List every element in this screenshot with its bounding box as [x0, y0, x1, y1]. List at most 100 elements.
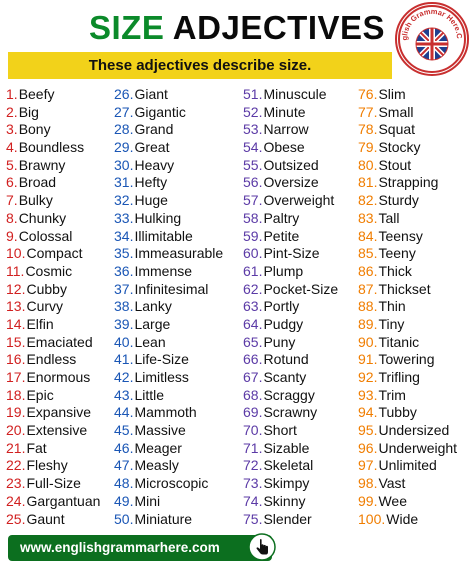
item-number: 39. [114, 315, 134, 332]
word-list-item: 51.Minuscule [243, 86, 338, 104]
word-list-item: 86.Thick [358, 263, 457, 281]
item-word: Minute [263, 103, 306, 120]
item-word: Tall [378, 209, 400, 226]
word-list-item: 22.Fleshy [6, 457, 100, 475]
item-word: Skimpy [263, 475, 310, 492]
word-list-item: 82.Sturdy [358, 192, 457, 210]
word-list-item: 97.Unlimited [358, 457, 457, 475]
item-number: 32. [114, 192, 134, 209]
item-number: 82. [358, 192, 378, 209]
item-word: Plump [263, 262, 304, 279]
item-word: Trifling [378, 369, 420, 385]
item-word: Trim [378, 386, 406, 403]
item-number: 81. [358, 174, 378, 191]
word-list-item: 12.Cubby [6, 281, 100, 299]
item-number: 51. [243, 86, 263, 102]
item-number: 96. [358, 439, 378, 456]
word-list-item: 91.Towering [358, 351, 457, 369]
item-number: 35. [114, 245, 134, 262]
word-list-item: 84.Teensy [358, 228, 457, 246]
item-word: Endless [26, 351, 77, 368]
item-word: Towering [378, 351, 435, 368]
word-list-item: 48.Microscopic [114, 475, 223, 493]
item-word: Slim [378, 86, 406, 102]
word-list-item: 5.Brawny [6, 157, 100, 175]
item-word: Expansive [26, 404, 92, 421]
item-word: Giant [134, 86, 168, 102]
item-number: 70. [243, 422, 263, 439]
word-list-item: 37.Infinitesimal [114, 281, 223, 299]
item-word: Compact [26, 245, 83, 262]
word-list-item: 33.Hulking [114, 210, 223, 228]
item-number: 94. [358, 404, 378, 421]
item-number: 80. [358, 156, 378, 173]
word-list-item: 41.Life-Size [114, 351, 223, 369]
item-word: Thick [378, 262, 412, 279]
word-list-item: 99.Wee [358, 493, 457, 511]
item-number: 68. [243, 386, 263, 403]
word-list-item: 40.Lean [114, 334, 223, 352]
item-number: 49. [114, 492, 134, 509]
item-number: 9. [6, 227, 18, 244]
item-word: Beefy [18, 86, 55, 102]
word-list-item: 43.Little [114, 387, 223, 405]
item-word: Little [134, 386, 165, 403]
item-word: Emaciated [26, 333, 93, 350]
word-list-item: 92.Trifling [358, 369, 457, 387]
word-list-item: 95.Undersized [358, 422, 457, 440]
word-list-item: 3.Bony [6, 121, 100, 139]
word-list-item: 75.Slender [243, 511, 338, 529]
word-list-item: 81.Strapping [358, 174, 457, 192]
item-number: 95. [358, 422, 378, 439]
item-number: 93. [358, 386, 378, 403]
item-number: 65. [243, 333, 263, 350]
word-list-item: 80.Stout [358, 157, 457, 175]
word-list-item: 57.Overweight [243, 192, 338, 210]
word-list-item: 67.Scanty [243, 369, 338, 387]
word-list-item: 9.Colossal [6, 228, 100, 246]
word-list-item: 78.Squat [358, 121, 457, 139]
item-word: Slender [263, 510, 312, 527]
item-word: Scanty [263, 369, 307, 385]
word-list-item: 14.Elfin [6, 316, 100, 334]
item-word: Tiny [378, 315, 405, 332]
item-word: Skinny [263, 492, 306, 509]
word-list-item: 8.Chunky [6, 210, 100, 228]
website-link[interactable]: www.englishgrammarhere.com [8, 535, 272, 561]
item-word: Undersized [378, 422, 450, 439]
item-number: 92. [358, 369, 378, 385]
item-word: Curvy [26, 298, 64, 315]
item-word: Pocket-Size [263, 280, 339, 297]
item-number: 36. [114, 262, 134, 279]
word-list-item: 47.Measly [114, 457, 223, 475]
word-list-item: 36.Immense [114, 263, 223, 281]
word-list-item: 42.Limitless [114, 369, 223, 387]
item-word: Narrow [263, 121, 309, 138]
item-word: Broad [18, 174, 57, 191]
word-list-item: 7.Bulky [6, 192, 100, 210]
word-column-2: 26.Giant 27.Gigantic 28.Grand 29.Great 30.He… [114, 86, 223, 528]
word-list-item: 11.Cosmic [6, 263, 100, 281]
item-number: 54. [243, 139, 263, 156]
item-number: 88. [358, 298, 378, 315]
word-list-item: 34.Illimitable [114, 228, 223, 246]
site-logo: English Grammar Here.Com [395, 2, 469, 76]
item-word: Gaunt [26, 510, 65, 527]
item-number: 5. [6, 156, 18, 173]
item-number: 16. [6, 351, 26, 368]
item-number: 73. [243, 475, 263, 492]
item-number: 55. [243, 156, 263, 173]
word-list-item: 19.Expansive [6, 404, 100, 422]
item-number: 24. [6, 492, 26, 509]
item-number: 61. [243, 262, 263, 279]
word-list-item: 23.Full-Size [6, 475, 100, 493]
item-number: 66. [243, 351, 263, 368]
item-number: 53. [243, 121, 263, 138]
item-word: Fat [26, 439, 47, 456]
item-number: 91. [358, 351, 378, 368]
item-number: 100. [358, 510, 386, 527]
item-number: 79. [358, 139, 378, 156]
item-word: Overweight [263, 192, 335, 209]
item-number: 33. [114, 209, 134, 226]
item-number: 31. [114, 174, 134, 191]
